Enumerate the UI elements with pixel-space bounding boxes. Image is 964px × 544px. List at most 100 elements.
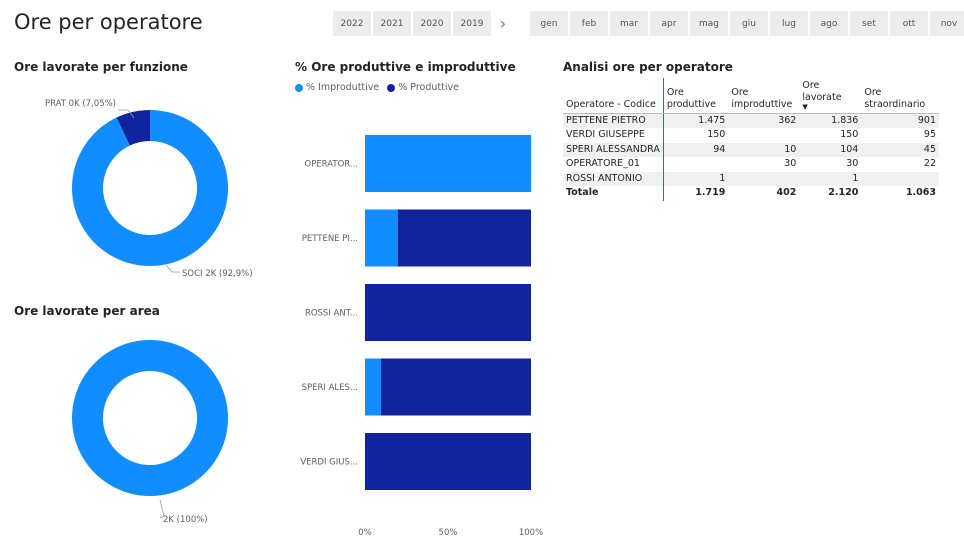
bar-chart-title: % Ore produttive e improduttive xyxy=(295,60,516,74)
month-chip[interactable]: mar xyxy=(610,11,648,36)
table-row[interactable]: PETTENE PIETRO 1.475 362 1.836 901 xyxy=(563,113,939,128)
value-cell xyxy=(728,171,800,186)
x-tick-label: 50% xyxy=(439,528,458,538)
operator-table: Operatore - Codice Ore produttive Ore im… xyxy=(563,78,939,201)
table-title: Analisi ore per operatore xyxy=(563,60,733,74)
operator-cell: PETTENE PIETRO xyxy=(563,113,664,128)
value-cell: 901 xyxy=(861,113,939,128)
operator-cell: ROSSI ANTONIO xyxy=(563,171,664,186)
donut-area-title: Ore lavorate per area xyxy=(14,304,160,318)
slice-prat[interactable] xyxy=(116,110,150,146)
total-value: 1.063 xyxy=(905,187,936,199)
year-slicer: 2022 2021 2020 2019 › xyxy=(333,11,513,36)
bar-chart-legend: % Improduttive % Produttive xyxy=(295,82,459,93)
col-header-operatore[interactable]: Operatore - Codice xyxy=(563,78,664,114)
total-label: Totale xyxy=(563,186,664,201)
value-cell: 94 xyxy=(663,142,729,157)
month-chip[interactable]: lug xyxy=(770,11,808,36)
stacked-bar-chart: OPERATOR... PETTENE PI... ROSSI ANT... SPER… xyxy=(300,135,543,538)
slice-label-soci: SOCI 2K (92,9%) xyxy=(182,269,253,279)
bar-segment[interactable] xyxy=(380,358,531,416)
year-chip[interactable]: 2019 xyxy=(453,11,491,36)
month-chip[interactable]: ott xyxy=(890,11,928,36)
category-label: PETTENE PI... xyxy=(302,234,358,244)
category-label: VERDI GIUS... xyxy=(300,458,358,468)
table-row[interactable]: ROSSI ANTONIO 1 1 xyxy=(563,171,939,186)
operator-cell: OPERATORE_01 xyxy=(563,157,664,172)
value-cell: 1 xyxy=(663,171,729,186)
value-cell: 95 xyxy=(923,129,936,141)
total-value: 1.719 xyxy=(695,187,726,199)
year-chip[interactable]: 2022 xyxy=(333,11,371,36)
total-value: 402 xyxy=(776,187,797,199)
col-header-ore-improduttive[interactable]: Ore improduttive xyxy=(728,78,800,114)
col-header-ore-lavorate[interactable]: Ore lavorate ▼ xyxy=(799,78,862,114)
value-cell xyxy=(728,128,799,143)
legend-dot-icon xyxy=(387,83,396,92)
month-chip[interactable]: mag xyxy=(690,11,728,36)
table-row[interactable]: OPERATORE_01 30 30 22 xyxy=(563,157,939,172)
table-total-row: Totale 1.719 402 2.120 1.063 xyxy=(563,186,939,201)
table-row[interactable]: VERDI GIUSEPPE 150 150 95 xyxy=(563,128,939,143)
x-tick-label: 100% xyxy=(519,528,543,538)
legend-item-produttive[interactable]: % Produttive xyxy=(387,82,459,93)
month-chip[interactable]: set xyxy=(850,11,888,36)
value-cell: 150 xyxy=(707,129,726,141)
legend-label: % Improduttive xyxy=(306,82,380,93)
operator-cell: SPERI ALESSANDRA xyxy=(563,142,664,157)
chevron-right-icon[interactable]: › xyxy=(499,14,507,33)
value-cell: 362 xyxy=(728,113,800,128)
category-label: OPERATOR... xyxy=(305,160,359,170)
bar-segment[interactable] xyxy=(365,209,398,267)
month-chip[interactable]: nov xyxy=(930,11,964,36)
month-chip[interactable]: apr xyxy=(650,11,688,36)
year-chip[interactable]: 2020 xyxy=(413,11,451,36)
value-cell: 30 xyxy=(784,158,797,170)
leader-line xyxy=(118,109,135,119)
value-cell: 1.836 xyxy=(799,113,862,128)
slice-label-prat: PRAT 0K (7,05%) xyxy=(45,99,116,109)
page-title: Ore per operatore xyxy=(14,10,203,34)
bar-segment[interactable] xyxy=(365,433,531,490)
value-cell: 104 xyxy=(799,142,862,157)
leader-line xyxy=(165,264,180,273)
donut-funzione-title: Ore lavorate per funzione xyxy=(14,60,188,74)
legend-label: % Produttive xyxy=(398,82,459,93)
legend-dot-icon xyxy=(295,83,303,92)
x-tick-label: 0% xyxy=(358,528,372,538)
total-value: 2.120 xyxy=(828,187,859,199)
value-cell: 45 xyxy=(861,142,939,157)
donut-area-chart: 2K (100%) xyxy=(71,340,228,525)
sort-desc-icon: ▼ xyxy=(802,103,808,111)
month-chip[interactable]: feb xyxy=(570,11,608,36)
slice-label-full: 2K (100%) xyxy=(163,515,208,525)
bar-segment[interactable] xyxy=(365,358,381,416)
bar-segment[interactable] xyxy=(397,209,531,267)
value-cell: 1.475 xyxy=(663,113,729,128)
value-cell: 22 xyxy=(923,158,936,170)
value-cell: 1 xyxy=(799,171,862,186)
month-slicer: genfebmaraprmaggiulugagosetottnovdic xyxy=(530,11,964,36)
value-cell: 10 xyxy=(728,142,800,157)
month-chip[interactable]: giu xyxy=(730,11,768,36)
slice-full[interactable] xyxy=(71,340,228,496)
col-header-ore-straordinario[interactable]: Ore straordinario xyxy=(861,78,939,114)
col-header-ore-produttive[interactable]: Ore produttive xyxy=(663,78,729,114)
value-cell: 150 xyxy=(840,129,859,141)
year-chip[interactable]: 2021 xyxy=(373,11,411,36)
col-header-label: Ore lavorate xyxy=(802,80,842,103)
category-label: SPERI ALES... xyxy=(302,383,358,393)
slice-soci[interactable] xyxy=(71,110,229,266)
category-label: ROSSI ANT... xyxy=(305,309,358,319)
bar-segment[interactable] xyxy=(365,135,531,192)
donut-funzione-chart: PRAT 0K (7,05%) SOCI 2K (92,9%) xyxy=(45,99,253,279)
leader-line xyxy=(159,499,165,519)
value-cell: 30 xyxy=(846,158,859,170)
month-chip[interactable]: ago xyxy=(810,11,848,36)
value-cell xyxy=(861,171,939,186)
table-header-row: Operatore - Codice Ore produttive Ore im… xyxy=(563,78,939,114)
bar-segment[interactable] xyxy=(365,284,531,341)
legend-item-improduttive[interactable]: % Improduttive xyxy=(295,82,379,93)
month-chip[interactable]: gen xyxy=(530,11,568,36)
table-row[interactable]: SPERI ALESSANDRA 94 10 104 45 xyxy=(563,142,939,157)
